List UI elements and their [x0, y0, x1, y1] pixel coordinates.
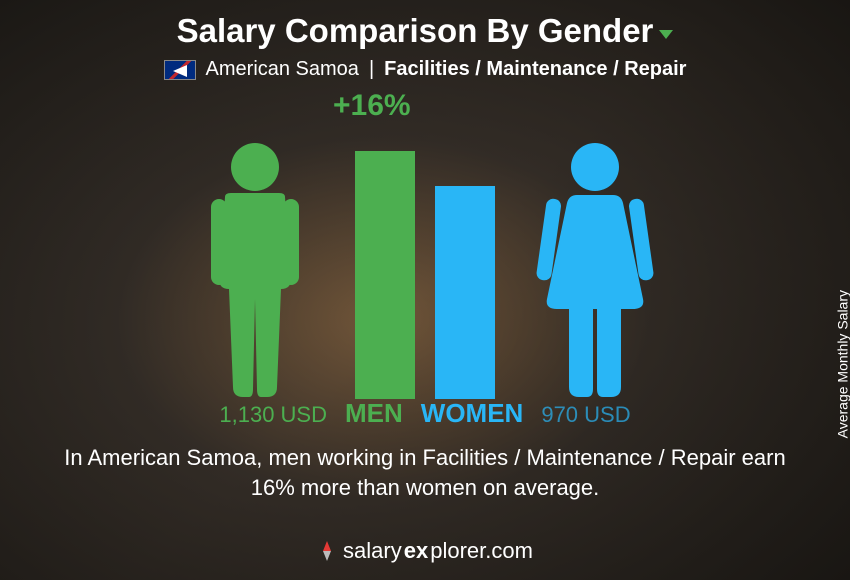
site-suffix: plorer.com	[430, 538, 533, 564]
page-title: Salary Comparison By Gender	[177, 12, 654, 50]
title-row: Salary Comparison By Gender	[177, 12, 674, 50]
men-value: 1,130 USD	[219, 402, 327, 428]
site-bold: ex	[404, 538, 428, 564]
infographic-content: Salary Comparison By Gender American Sam…	[0, 0, 850, 580]
subtitle-row: American Samoa | Facilities / Maintenanc…	[164, 58, 687, 81]
site-prefix: salary	[343, 538, 402, 564]
women-label: WOMEN	[421, 398, 524, 429]
location-text: American Samoa	[206, 58, 359, 81]
y-axis-label: Average Monthly Salary	[834, 290, 850, 438]
women-value: 970 USD	[541, 402, 630, 428]
description-text: In American Samoa, men working in Facili…	[55, 443, 795, 502]
site-label: salaryexplorer.com	[317, 538, 533, 564]
man-icon	[185, 139, 325, 399]
flag-icon	[164, 60, 196, 80]
difference-label: +16%	[333, 89, 411, 123]
bar-women	[435, 186, 495, 399]
compass-icon	[317, 541, 337, 561]
men-label: MEN	[345, 398, 403, 429]
dropdown-icon	[659, 30, 673, 39]
chart-area: +16% 1,130 USD MEN WOMEN 970 USD	[105, 89, 745, 429]
value-row: 1,130 USD MEN WOMEN 970 USD	[105, 398, 745, 429]
separator: |	[369, 58, 374, 81]
category-text: Facilities / Maintenance / Repair	[384, 58, 686, 81]
bar-men	[355, 151, 415, 399]
woman-icon	[525, 139, 665, 399]
